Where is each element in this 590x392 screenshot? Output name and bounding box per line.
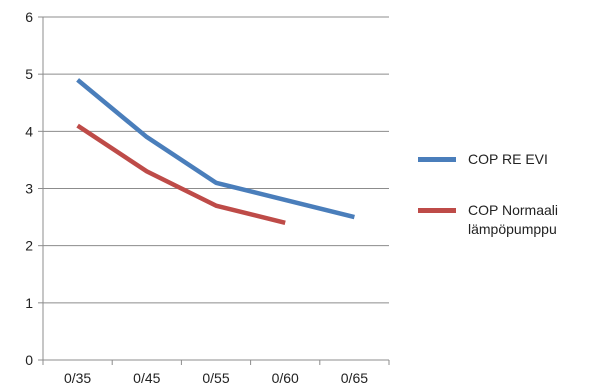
- tick-labels: 0 1 2 3 4 5 6 0/35 0/45 0/55 0/60 0/65: [25, 9, 368, 386]
- y-tick-label-6: 6: [25, 9, 33, 25]
- x-tick-label-4: 0/65: [341, 370, 368, 386]
- y-tick-label-5: 5: [25, 66, 33, 82]
- x-tick-label-2: 0/55: [202, 370, 229, 386]
- legend-label-0: COP RE EVI: [468, 151, 548, 167]
- legend-swatch-0: [418, 157, 456, 162]
- x-tick-label-1: 0/45: [133, 370, 160, 386]
- x-tick-label-3: 0/60: [272, 370, 299, 386]
- y-tick-label-0: 0: [25, 352, 33, 368]
- y-tick-label-3: 3: [25, 181, 33, 197]
- series-lines: [76, 78, 355, 225]
- series-line-1: [76, 123, 286, 225]
- legend: COP RE EVI COP Normaali lämpöpumppu: [418, 150, 588, 271]
- y-tick-label-1: 1: [25, 295, 33, 311]
- series-line-0: [76, 78, 355, 220]
- legend-item-1: COP Normaali lämpöpumppu: [418, 201, 588, 239]
- y-tick-label-2: 2: [25, 238, 33, 254]
- legend-swatch-1: [418, 208, 456, 213]
- axes: [38, 16, 390, 365]
- legend-item-0: COP RE EVI: [418, 150, 588, 169]
- grid-lines: [43, 16, 389, 304]
- y-tick-label-4: 4: [25, 123, 33, 139]
- legend-label-1: COP Normaali lämpöpumppu: [468, 202, 558, 237]
- x-tick-label-0: 0/35: [64, 370, 91, 386]
